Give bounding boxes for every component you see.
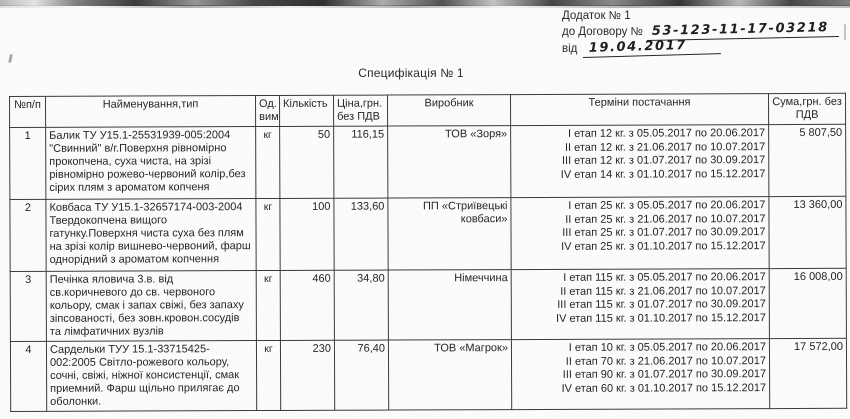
cell-num: 4 (10, 341, 47, 412)
cell-qty: 50 (279, 126, 334, 199)
term-stage-4: IV етап 14 кг. з 01.10.2017 по 15.12.201… (560, 167, 766, 181)
term-stage-3: III етап 90 кг. з 01.07.2017 по 30.09.20… (562, 368, 767, 381)
cell-sum: 16 008,00 (769, 268, 847, 339)
cell-sum: 5 807,50 (768, 124, 846, 197)
scan-artifact-top-band-2 (0, 5, 850, 8)
annex-title: Додаток № 1 (562, 10, 631, 22)
col-header-qty: Кількість (279, 95, 334, 127)
col-header-price: Ціна,грн. без ПДВ (333, 95, 388, 127)
cell-price: 133,60 (333, 198, 389, 271)
cell-producer: ТОВ «Зоря» (387, 125, 511, 199)
contract-label: до Договору № (562, 26, 643, 38)
col-header-producer: Виробник (387, 94, 511, 127)
cell-unit: кг (255, 126, 280, 199)
cell-terms: I етап 10 кг. з 05.05.2017 по 20.06.2017… (511, 338, 770, 410)
cell-terms: I етап 115 кг. з 05.05.2017 по 20.06.201… (511, 268, 770, 340)
annex-note: Додаток № 1 до Договору № 53-123-11-17-0… (562, 9, 839, 58)
table-row: 4 Сардельки ТУУ 15.1-33715425-002:2005 С… (10, 338, 847, 412)
cell-qty: 230 (280, 340, 335, 411)
cell-name: Ковбаса ТУ У15.1-32657174-003-2004 Тверд… (45, 198, 257, 272)
term-stage-4: IV етап 25 кг. з 01.10.2017 по 15.12.201… (561, 239, 766, 253)
term-stage-1: I етап 25 кг. з 05.05.2017 по 20.06.2017 (568, 199, 766, 212)
col-header-terms: Терміни постачання (510, 93, 769, 126)
term-stage-1: I етап 12 кг. з 05.05.2017 по 20.06.2017 (567, 127, 766, 140)
term-stage-1: I етап 115 кг. з 05.05.2017 по 20.06.201… (563, 271, 766, 284)
cell-name: Печінка яловича 3.в. від св.коричневого … (46, 270, 257, 342)
scan-speck (8, 53, 13, 64)
cell-num: 3 (10, 271, 47, 342)
term-stage-2: II етап 12 кг. з 21.06.2017 по 10.07.201… (564, 140, 766, 154)
cell-unit: кг (256, 340, 281, 411)
term-stage-1: I етап 10 кг. з 05.05.2017 по 20.06.2017 (568, 341, 766, 354)
col-header-num: №п/п (9, 96, 46, 128)
cell-price: 116,15 (333, 126, 388, 199)
table-row: 3 Печінка яловича 3.в. від св.коричневог… (10, 268, 847, 342)
annex-line-1: Додаток № 1 (562, 9, 839, 24)
cell-name: Сардельки ТУУ 15.1-33715425-002:2005 Сві… (46, 340, 257, 412)
col-header-sum: Сума,грн. без ПДВ (768, 93, 846, 125)
term-stage-2: II етап 70 кг. з 21.06.2017 по 10.07.201… (565, 354, 767, 368)
term-stage-2: II етап 115 кг. з 21.06.2017 по 10.07.20… (560, 284, 766, 298)
cell-num: 1 (9, 127, 46, 200)
cell-sum: 13 360,00 (768, 196, 847, 269)
scan-artifact-top-band (0, 0, 850, 6)
cell-producer: ТОВ «Магрок» (388, 339, 512, 411)
cell-producer: Німеччина (388, 269, 512, 341)
term-stage-4: IV етап 115 кг. з 01.10.2017 по 15.12.20… (556, 311, 766, 325)
cell-sum: 17 572,00 (769, 338, 847, 409)
table-row: 2 Ковбаса ТУ У15.1-32657174-003-2004 Тве… (9, 196, 847, 272)
cell-terms: I етап 12 кг. з 05.05.2017 по 20.06.2017… (510, 124, 769, 198)
spec-table: №п/п Найменування,тип Од. вим Кількість … (9, 92, 848, 412)
term-stage-3: III етап 115 кг. з 01.07.2017 по 30.09.2… (557, 298, 766, 311)
cell-name: Балик ТУ У15.1-25531939-005:2004 "Свинни… (45, 126, 256, 200)
table-row: 1 Балик ТУ У15.1-25531939-005:2004 "Свин… (9, 124, 846, 200)
term-stage-3: III етап 12 кг. з 01.07.2017 по 30.09.20… (561, 154, 766, 167)
col-header-unit: Од. вим (255, 95, 280, 127)
cell-qty: 100 (279, 198, 335, 271)
term-stage-4: IV етап 60 кг. з 01.10.2017 по 15.12.201… (561, 381, 767, 395)
cell-unit: кг (256, 270, 281, 341)
cell-terms: I етап 25 кг. з 05.05.2017 по 20.06.2017… (510, 196, 770, 270)
col-header-name: Найменування,тип (45, 95, 256, 128)
annex-line-2: до Договору № 53-123-11-17-03218 (562, 19, 839, 41)
date-label: від (562, 43, 578, 55)
cell-unit: кг (255, 198, 281, 271)
term-stage-3: III етап 25 кг. з 01.07.2017 по 30.09.20… (562, 226, 766, 239)
cell-num: 2 (9, 199, 47, 272)
annex-line-3: від 19.04.2017 (562, 37, 839, 58)
contract-date-handwritten: 19.04.2017 (582, 37, 722, 58)
table-header-row: №п/п Найменування,тип Од. вим Кількість … (9, 93, 846, 128)
cell-qty: 460 (280, 270, 335, 341)
page-title: Специфікація № 1 (358, 66, 464, 80)
scan-speck (844, 24, 846, 40)
cell-price: 34,80 (334, 270, 389, 341)
cell-producer: ПП «Стриївецькі ковбаси» (387, 197, 512, 271)
term-stage-2: II етап 25 кг. з 21.06.2017 по 10.07.201… (565, 212, 766, 226)
cell-price: 76,40 (334, 340, 389, 411)
